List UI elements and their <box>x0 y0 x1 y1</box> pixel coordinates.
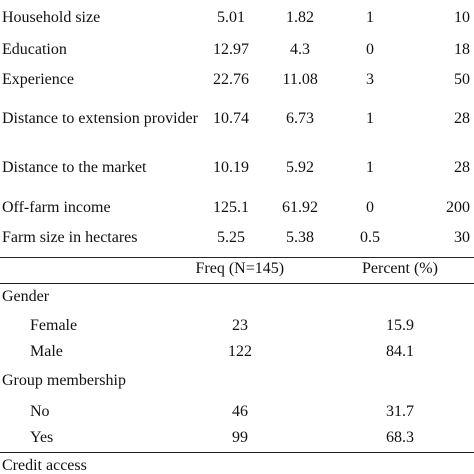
frequency: 23 <box>232 317 248 334</box>
std-dev: 61.92 <box>282 199 318 216</box>
row-label: No <box>30 403 50 420</box>
max: 28 <box>454 110 470 127</box>
max: 200 <box>446 199 470 216</box>
max: 30 <box>454 229 470 246</box>
row-label: Household size <box>2 9 101 26</box>
min: 3 <box>366 71 374 88</box>
max: 28 <box>454 159 470 176</box>
mean: 125.1 <box>213 199 249 216</box>
row-label: Off-farm income <box>2 199 111 216</box>
frequency: 46 <box>232 403 248 420</box>
group-label: Gender <box>2 288 50 305</box>
max: 50 <box>454 71 470 88</box>
max: 18 <box>454 41 470 58</box>
rule <box>0 452 474 453</box>
std-dev: 5.38 <box>286 229 314 246</box>
percent: 84.1 <box>386 343 414 360</box>
rule <box>0 257 474 258</box>
row-label: Male <box>30 343 63 360</box>
row-label: Distance to extension provider <box>2 110 198 127</box>
row-label: Experience <box>2 71 74 88</box>
std-dev: 6.73 <box>286 110 314 127</box>
percent: 15.9 <box>386 317 414 334</box>
column-header: Freq (N=145) <box>195 260 285 277</box>
group-label: Credit access <box>2 457 87 474</box>
min: 0 <box>366 199 374 216</box>
min: 1 <box>366 159 374 176</box>
min: 1 <box>366 9 374 26</box>
frequency: 122 <box>228 343 252 360</box>
row-label: Female <box>30 317 78 334</box>
mean: 22.76 <box>213 71 249 88</box>
mean: 10.19 <box>213 159 249 176</box>
mean: 5.25 <box>217 229 245 246</box>
row-label: Farm size in hectares <box>2 229 138 246</box>
std-dev: 5.92 <box>286 159 314 176</box>
mean: 12.97 <box>213 41 249 58</box>
min: 0.5 <box>360 229 380 246</box>
group-label: Group membership <box>2 372 126 389</box>
column-header: Percent (%) <box>362 260 438 277</box>
min: 0 <box>366 41 374 58</box>
mean: 5.01 <box>217 9 245 26</box>
row-label: Yes <box>30 429 54 446</box>
frequency: 99 <box>232 429 248 446</box>
row-label: Distance to the market <box>2 159 147 176</box>
rule <box>0 283 474 284</box>
min: 1 <box>366 110 374 127</box>
std-dev: 4.3 <box>290 41 310 58</box>
max: 10 <box>454 9 470 26</box>
row-label: Education <box>2 41 67 58</box>
std-dev: 1.82 <box>286 9 314 26</box>
std-dev: 11.08 <box>282 71 318 88</box>
percent: 68.3 <box>386 429 414 446</box>
mean: 10.74 <box>213 110 249 127</box>
percent: 31.7 <box>386 403 414 420</box>
